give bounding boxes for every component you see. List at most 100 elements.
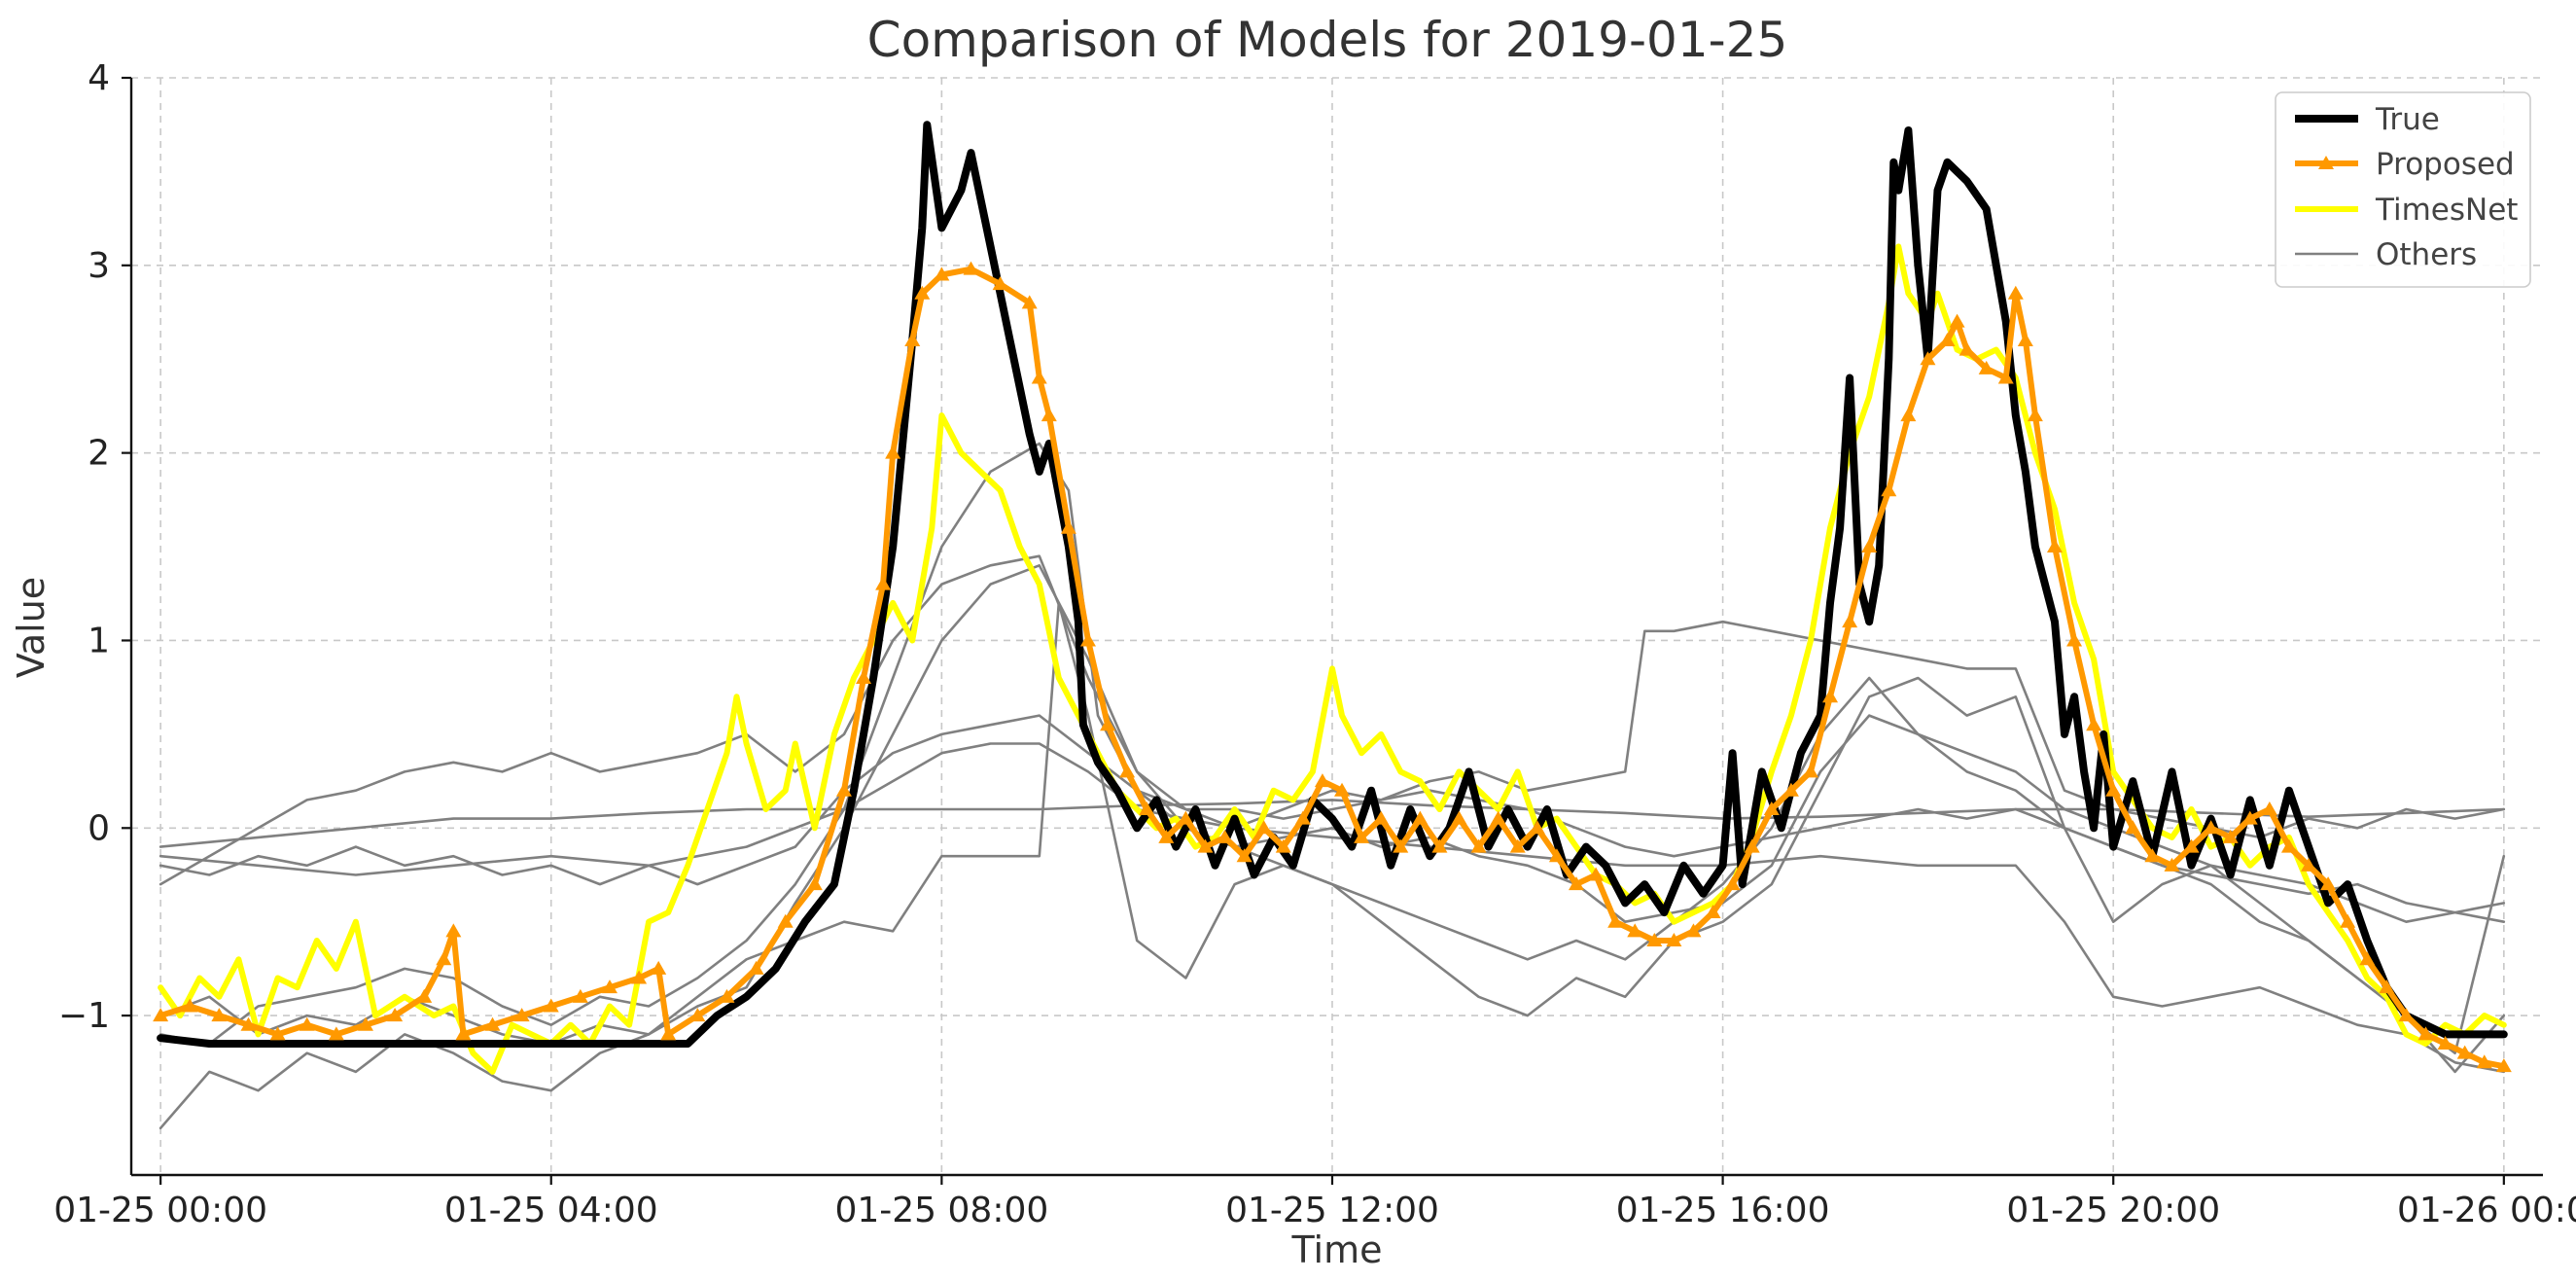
proposed-marker bbox=[153, 1008, 169, 1022]
proposed-marker bbox=[601, 979, 618, 994]
proposed-marker bbox=[1119, 764, 1136, 778]
x-tick-label: 01-25 12:00 bbox=[1225, 1191, 1439, 1230]
proposed-marker bbox=[328, 1026, 344, 1041]
series-layer bbox=[153, 121, 2512, 1130]
proposed-marker bbox=[513, 1008, 530, 1022]
proposed-marker bbox=[1588, 867, 1605, 881]
proposed-marker bbox=[1724, 876, 1741, 891]
series-line-others-7 bbox=[159, 442, 2506, 1046]
proposed-marker bbox=[689, 1008, 706, 1022]
x-tick-label: 01-25 16:00 bbox=[1616, 1191, 1830, 1230]
proposed-marker bbox=[2164, 857, 2180, 872]
proposed-marker bbox=[1627, 923, 1643, 938]
proposed-marker bbox=[1763, 801, 1780, 815]
x-tick-label: 01-25 00:00 bbox=[53, 1191, 267, 1230]
proposed-marker bbox=[660, 1026, 677, 1041]
proposed-marker bbox=[1744, 838, 1760, 853]
proposed-marker bbox=[875, 576, 892, 590]
proposed-marker bbox=[1354, 829, 1370, 843]
proposed-marker bbox=[1900, 408, 1917, 422]
proposed-marker bbox=[1568, 876, 1584, 891]
proposed-marker bbox=[1607, 913, 1624, 928]
proposed-marker bbox=[2046, 539, 2063, 553]
proposed-marker bbox=[1100, 717, 1116, 731]
proposed-marker bbox=[2398, 1008, 2415, 1022]
proposed-marker bbox=[651, 960, 667, 975]
series-line-timesnet bbox=[158, 243, 2507, 1075]
proposed-marker bbox=[455, 1026, 472, 1041]
proposed-marker bbox=[2379, 979, 2395, 994]
y-tick-label: 4 bbox=[88, 58, 110, 98]
proposed-marker bbox=[856, 670, 872, 685]
proposed-marker bbox=[2437, 1036, 2453, 1051]
proposed-marker bbox=[719, 988, 735, 1003]
proposed-marker bbox=[2320, 876, 2337, 891]
proposed-marker bbox=[2301, 857, 2317, 872]
proposed-marker bbox=[914, 285, 931, 300]
x-axis-label: Time bbox=[1291, 1229, 1383, 1271]
proposed-marker bbox=[1802, 764, 1818, 778]
proposed-marker bbox=[1412, 810, 1429, 825]
legend-label-others: Others bbox=[2376, 237, 2477, 272]
proposed-marker bbox=[1949, 313, 1965, 328]
proposed-marker bbox=[2476, 1054, 2492, 1069]
x-tick-label: 01-25 20:00 bbox=[2006, 1191, 2220, 1230]
proposed-marker bbox=[748, 960, 764, 975]
proposed-marker bbox=[2241, 810, 2258, 825]
series-line-true bbox=[157, 121, 2508, 1048]
proposed-marker bbox=[992, 276, 1008, 291]
legend: True Proposed TimesNet Others bbox=[2275, 91, 2531, 288]
proposed-marker bbox=[2017, 332, 2033, 346]
proposed-marker bbox=[1158, 829, 1175, 843]
proposed-marker bbox=[2456, 1045, 2473, 1059]
proposed-marker bbox=[416, 988, 433, 1003]
proposed-marker bbox=[1275, 838, 1291, 853]
proposed-marker bbox=[1782, 782, 1799, 797]
proposed-marker bbox=[1334, 782, 1351, 797]
proposed-marker bbox=[1920, 351, 1936, 366]
proposed-marker bbox=[1509, 838, 1526, 853]
proposed-marker bbox=[1646, 932, 1663, 946]
proposed-marker bbox=[2261, 801, 2277, 815]
proposed-marker bbox=[1705, 905, 1721, 919]
legend-proposed-marker bbox=[2318, 156, 2334, 169]
proposed-marker bbox=[543, 998, 559, 1013]
proposed-marker bbox=[2086, 717, 2102, 731]
proposed-marker bbox=[2280, 838, 2297, 853]
proposed-marker bbox=[1041, 408, 1057, 422]
proposed-marker bbox=[777, 913, 794, 928]
proposed-marker bbox=[1822, 689, 1839, 703]
proposed-marker bbox=[1666, 932, 1682, 946]
proposed-marker bbox=[2222, 829, 2239, 843]
proposed-marker bbox=[2125, 820, 2141, 835]
x-tick-label: 01-25 04:00 bbox=[444, 1191, 658, 1230]
proposed-marker bbox=[2417, 1026, 2434, 1041]
proposed-marker bbox=[904, 332, 921, 346]
proposed-marker bbox=[2359, 951, 2376, 966]
proposed-marker bbox=[2027, 408, 2043, 422]
proposed-marker bbox=[1431, 838, 1448, 853]
proposed-marker bbox=[2495, 1058, 2512, 1073]
proposed-marker bbox=[1236, 848, 1253, 863]
proposed-marker bbox=[1685, 923, 1702, 938]
proposed-marker bbox=[299, 1016, 315, 1031]
proposed-marker bbox=[445, 923, 462, 938]
proposed-marker bbox=[1939, 332, 1956, 346]
proposed-marker bbox=[1861, 539, 1878, 553]
proposed-marker bbox=[1958, 341, 1975, 356]
y-tick-label: 0 bbox=[88, 808, 110, 848]
y-tick-label: −1 bbox=[58, 996, 110, 1036]
proposed-marker bbox=[240, 1016, 257, 1031]
y-axis-label: Value bbox=[10, 577, 53, 678]
proposed-marker bbox=[436, 951, 452, 966]
proposed-marker bbox=[1255, 820, 1272, 835]
proposed-marker bbox=[1548, 848, 1565, 863]
proposed-marker bbox=[2105, 782, 2122, 797]
y-tick-label: 1 bbox=[88, 621, 110, 660]
proposed-marker bbox=[1451, 810, 1467, 825]
proposed-marker bbox=[1079, 632, 1096, 647]
proposed-marker bbox=[182, 998, 198, 1013]
proposed-marker bbox=[1842, 614, 1858, 628]
proposed-marker bbox=[1197, 838, 1214, 853]
